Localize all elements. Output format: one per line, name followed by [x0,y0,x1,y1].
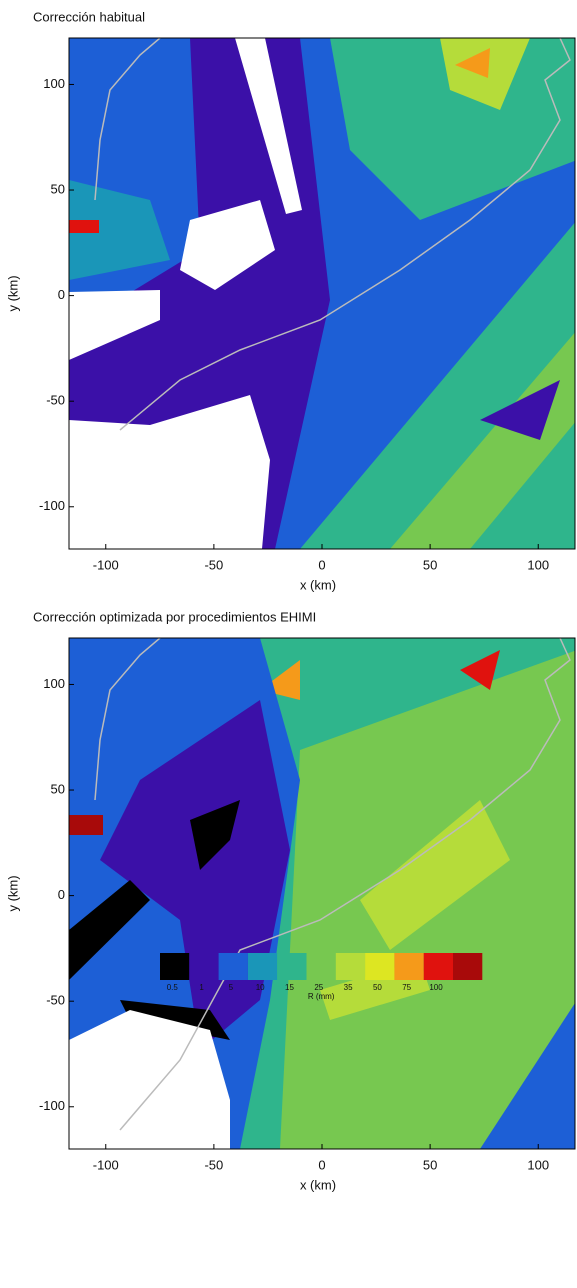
x-tick-label: 0 [318,557,325,572]
colorbar-tick-label: 15 [285,983,294,992]
colorbar-tick-label: 25 [314,983,323,992]
y-tick-label: -50 [46,993,65,1008]
y-tick-label: 50 [51,781,65,796]
colorbar-cell [248,953,277,980]
x-tick-label: -100 [93,1157,119,1172]
figure: Corrección habitual-100-50050100-100-500… [0,0,577,1288]
colorbar-label: R (mm) [308,992,335,1001]
colorbar-cell [189,953,218,980]
x-tick-label: 100 [527,1157,549,1172]
x-tick-label: 100 [527,557,549,572]
x-tick-label: 50 [423,557,437,572]
x-tick-label: -100 [93,557,119,572]
colorbar-tick-label: 10 [256,983,265,992]
colorbar-cell [394,953,423,980]
colorbar-cell [277,953,306,980]
radar-field [69,38,577,549]
radar-field [69,638,577,1149]
colorbar-tick-label: 100 [429,983,443,992]
y-tick-label: 0 [58,887,65,902]
x-axis-label: x (km) [300,577,336,592]
colorbar-cell [219,953,248,980]
colorbar-cell [160,953,189,980]
y-tick-label: 100 [43,676,65,691]
y-axis-label: y (km) [5,875,20,911]
colorbar-tick-label: 0.5 [167,983,179,992]
x-tick-label: 0 [318,1157,325,1172]
y-tick-label: -100 [39,1098,65,1113]
colorbar-tick-label: 75 [402,983,411,992]
x-tick-label: -50 [204,1157,223,1172]
panel-title: Corrección habitual [33,9,145,24]
page: Corrección habitual-100-50050100-100-500… [0,0,577,1288]
colorbar-tick-label: 5 [229,983,234,992]
y-tick-label: -50 [46,393,65,408]
panel-title: Corrección optimizada por procedimientos… [33,609,316,624]
x-axis-label: x (km) [300,1177,336,1192]
colorbar-tick-label: 35 [344,983,353,992]
y-tick-label: 50 [51,181,65,196]
colorbar-cell [424,953,453,980]
y-tick-label: 0 [58,287,65,302]
y-tick-label: -100 [39,498,65,513]
x-tick-label: -50 [204,557,223,572]
colorbar-cell [365,953,394,980]
colorbar-cell [453,953,482,980]
colorbar-cell [336,953,365,980]
x-tick-label: 50 [423,1157,437,1172]
y-tick-label: 100 [43,76,65,91]
colorbar-cell [307,953,336,980]
y-axis-label: y (km) [5,275,20,311]
colorbar-tick-label: 1 [199,983,204,992]
colorbar-tick-label: 50 [373,983,382,992]
